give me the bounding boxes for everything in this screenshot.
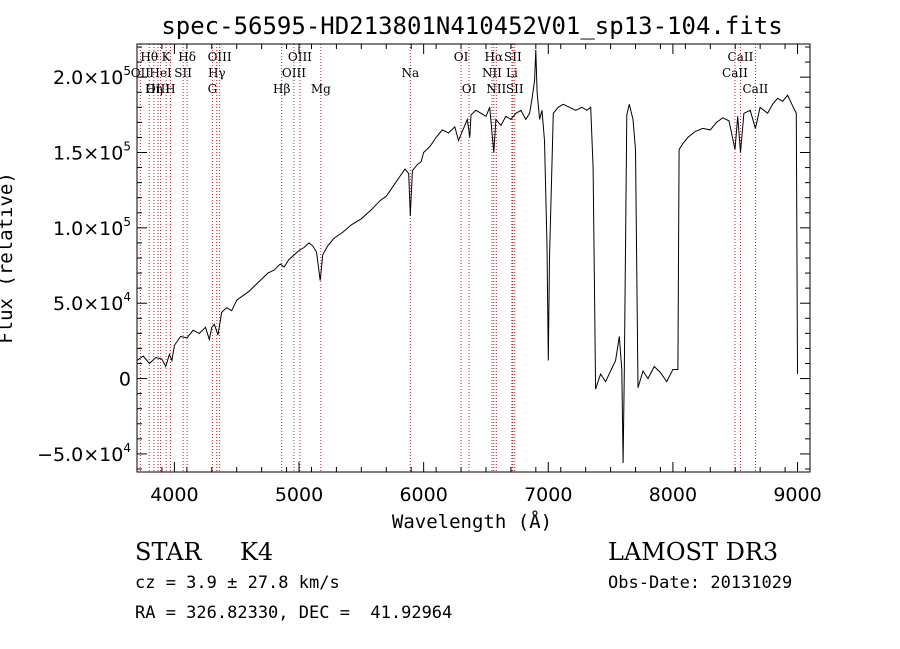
y-tick-label: 1.5×105	[53, 140, 131, 165]
y-tick-label: 0	[119, 369, 131, 391]
spectrum-line	[136, 49, 798, 464]
spectral-line-label: SII	[174, 66, 192, 80]
spectral-line-label: OIII	[282, 66, 306, 80]
x-axis: 4000 5000 6000 7000 8000 9000	[136, 44, 822, 506]
spectral-line-label: H	[165, 82, 175, 96]
spectral-line-label: G	[208, 82, 218, 96]
spectral-line-label: OII	[131, 66, 151, 80]
y-tick-label: 1.0×105	[53, 215, 131, 240]
spectral-line-label: OIII	[288, 50, 312, 64]
spectral-line-label: Li	[506, 66, 518, 80]
x-tick-label: 4000	[150, 484, 198, 506]
spectral-line-label: HeI	[149, 66, 172, 80]
redshift-info: cz = 3.9 ± 27.8 km/s	[135, 573, 340, 593]
x-tick-label: 5000	[275, 484, 323, 506]
coordinates: RA = 326.82330, DEC = 41.92964	[135, 603, 453, 623]
y-tick-label: −5.0×104	[37, 441, 131, 466]
spectral-line-label: SII	[506, 82, 524, 96]
survey-name: LAMOST DR3	[608, 538, 779, 566]
spectrum-chart: spec-56595-HD213801N410452V01_sp13-104.f…	[0, 12, 822, 533]
spectral-line-label: SII	[504, 50, 522, 64]
spectral-line-label: CaII	[728, 50, 754, 64]
x-tick-label: 6000	[399, 484, 447, 506]
spectral-line-label: Hδ	[178, 50, 196, 64]
x-tick-label: 7000	[524, 484, 572, 506]
spectral-line-markers: Hθ OII OIII K HeI Hη H SII Hδ OIII Hγ G Hβ OIII OIII Mg…	[131, 44, 769, 472]
spectral-line-label: CaII	[722, 66, 748, 80]
y-axis: −5.0×104 0 5.0×104 1.0×105 1.5×105 2.0×105	[37, 46, 810, 470]
spectral-line-label: K	[162, 50, 172, 64]
spectral-line-label: CaII	[742, 82, 768, 96]
spectral-line-label: Mg	[311, 82, 331, 96]
spectral-line-label: OIII	[146, 82, 170, 96]
object-class: STAR	[135, 538, 202, 566]
obs-date: Obs-Date: 20131029	[608, 573, 793, 593]
spectral-line-label: NII	[486, 82, 506, 96]
x-tick-label: 8000	[649, 484, 697, 506]
spectral-line-label: OI	[462, 82, 477, 96]
y-axis-label: Flux (relative)	[0, 172, 17, 344]
spectral-line-label: Hα	[485, 50, 504, 64]
x-axis-label: Wavelength (Å)	[392, 510, 552, 533]
spectral-line-label: OIII	[208, 50, 232, 64]
spectral-line-label: Na	[401, 66, 419, 80]
spectral-line-label: Hθ	[140, 50, 158, 64]
spectral-line-label: NII	[482, 66, 502, 80]
plot-frame	[136, 43, 811, 473]
spectral-line-label: Hβ	[273, 82, 290, 96]
spectral-line-label: OI	[454, 50, 469, 64]
chart-title: spec-56595-HD213801N410452V01_sp13-104.f…	[161, 12, 782, 40]
spectral-line-label: Hγ	[208, 66, 226, 80]
y-tick-label: 5.0×104	[53, 290, 131, 315]
subclass: K4	[240, 538, 274, 566]
y-tick-label: 2.0×105	[53, 64, 131, 89]
spectral-line-label: Hη	[145, 82, 163, 96]
x-tick-label: 9000	[773, 484, 821, 506]
